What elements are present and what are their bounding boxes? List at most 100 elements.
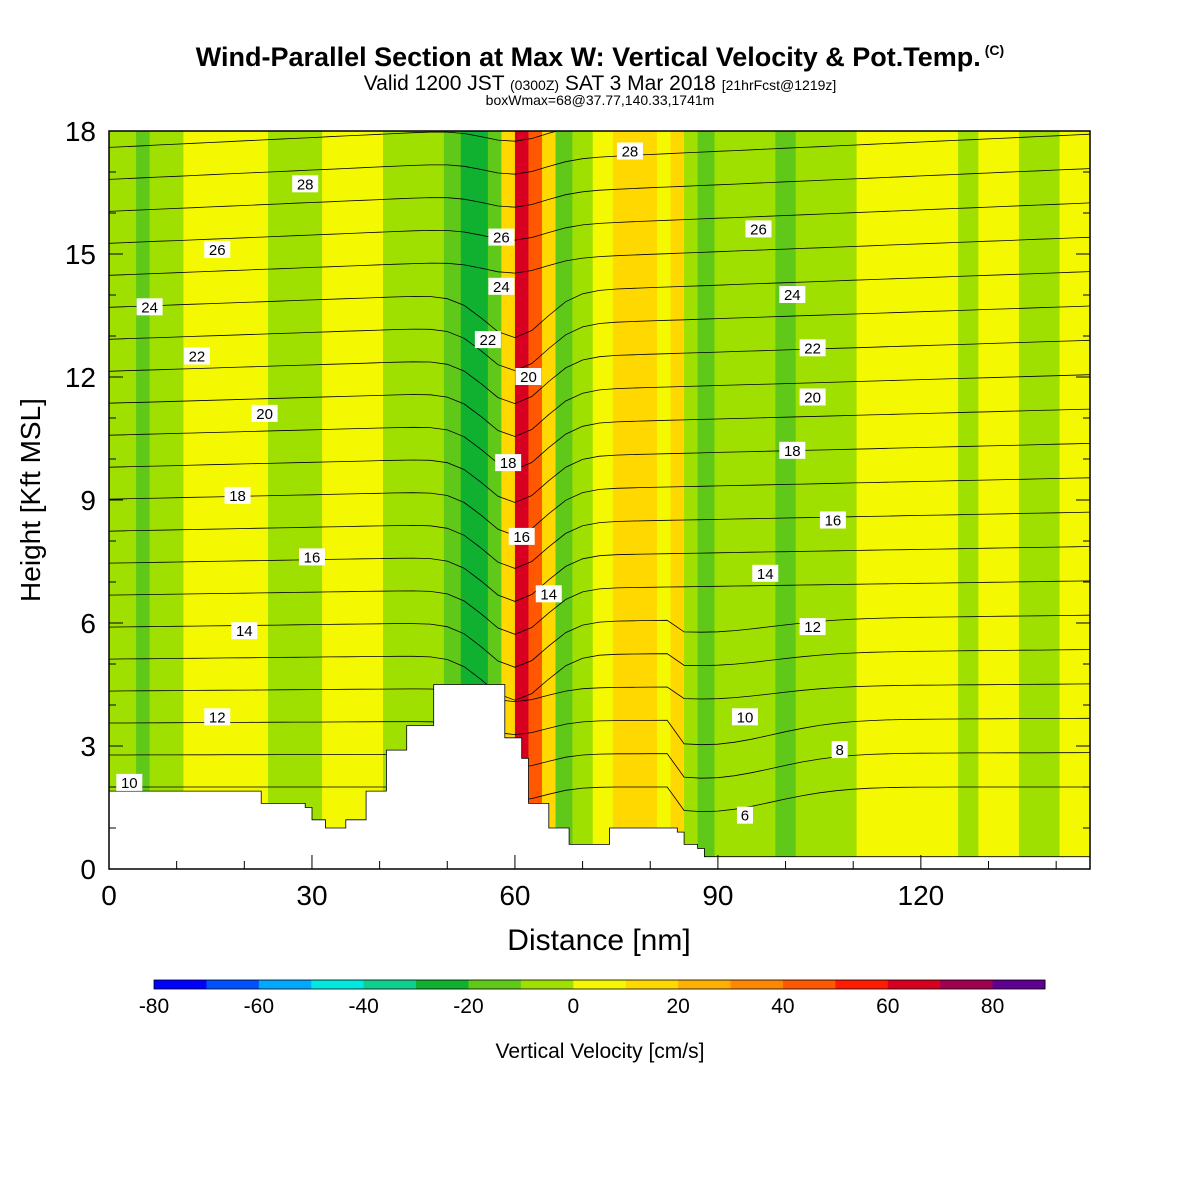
theta-contour-line [109,717,1090,746]
colorbar-tick-label: 40 [771,995,794,1018]
contour-label-bg [736,806,753,824]
contour-label-text: 20 [804,390,821,407]
potential-temperature-contours [109,131,1090,813]
colorbar-swatch [258,980,312,989]
y-tick-label: 6 [80,608,96,639]
contour-label-bg [224,486,251,504]
velocity-column [856,131,878,869]
velocity-column [629,131,645,869]
theta-contour-line [109,786,1090,813]
colorbar-swatch [311,980,365,989]
vertical-velocity-field [109,131,1090,869]
velocity-column [403,131,425,869]
velocity-column [917,131,939,869]
colorbar: -80 -60 -40 -20 0 20 40 60 80 [139,979,1046,1018]
velocity-column [1018,131,1040,869]
velocity-column [734,131,756,869]
velocity-column [149,131,168,869]
contour-label-bg [752,564,779,582]
colorbar-swatch [520,980,574,989]
colorbar-swatch [678,980,732,989]
colorbar-swatch [730,980,784,989]
velocity-column [572,131,594,869]
velocity-column [697,131,716,869]
contour-label: 20 [515,368,542,386]
x-axis-label: Distance [nm] [507,924,690,957]
velocity-column [322,131,344,869]
contour-label: 26 [488,228,515,247]
velocity-column [775,131,797,869]
contour-label: 26 [745,220,772,238]
contour-label-bg [616,142,643,160]
valid-time-utc: (0300Z) [510,77,560,93]
contour-label-text: 6 [741,808,749,825]
contour-label-bg [819,511,846,529]
colorbar-swatch [992,980,1046,989]
colorbar-tick-label: -20 [453,995,483,1018]
contour-label-bg [136,298,163,316]
x-tick-label: 60 [499,880,530,911]
contour-label-text: 8 [836,742,844,759]
colorbar-swatch [887,980,941,989]
chart-subtitle: Valid 1200 JST (0300Z) SAT 3 Mar 2018 [2… [0,72,1200,96]
theta-contour-line [109,614,1090,668]
contour-label-bg [731,708,758,726]
contour-label-text: 12 [804,619,821,636]
x-tick-label: 90 [702,880,733,911]
contour-label: 18 [779,441,806,460]
x-tick-label: 0 [101,880,117,911]
contour-label-text: 18 [500,455,517,472]
theta-contour-line [109,339,1090,405]
colorbar-swatch [940,980,994,989]
contour-label: 10 [116,773,143,792]
velocity-column [592,131,614,869]
contour-label-text: 16 [825,513,842,530]
valid-time: Valid 1200 JST [363,72,505,95]
contour-label: 8 [831,741,848,759]
contour-label-bg [745,220,772,238]
velocity-column [183,131,201,869]
contour-label: 18 [224,486,251,505]
velocity-column [288,131,306,869]
contour-label-text: 10 [121,775,138,792]
theta-contour-line [109,752,1090,779]
colorbar-label: Vertical Velocity [cm/s] [496,1040,705,1063]
contour-label: 14 [535,585,562,603]
contour-label-text: 24 [784,287,801,304]
y-tick-label: 0 [80,854,96,885]
contour-label-text: 14 [757,566,774,583]
contour-label-text: 22 [189,349,206,366]
y-axis: 0 3 6 9 12 15 18 [65,116,1090,885]
contour-label-text: 18 [784,443,801,460]
contour-label-bg [508,527,535,545]
contour-label-text: 22 [480,332,497,349]
velocity-column [305,131,323,869]
colorbar-swatch [573,980,627,989]
velocity-column [166,131,185,869]
contour-label-bg [799,388,826,406]
colorbar-tick-label: 60 [876,995,899,1018]
contour-label-text: 12 [209,709,226,726]
contour-label: 18 [495,454,522,472]
theta-contour-line [109,477,1090,536]
contour-label: 24 [779,286,806,304]
contour-label-bg [231,622,258,640]
contour-label-bg [779,441,806,459]
velocity-column [383,131,404,869]
contour-label-text: 16 [513,529,530,546]
contour-label-bg [183,347,210,365]
velocity-column [136,131,151,869]
velocity-column [876,131,898,869]
theta-contour-line [109,236,1090,276]
colorbar-tick-label: 80 [981,995,1004,1018]
contour-label: 28 [616,142,643,161]
theta-contour-line [109,683,1090,703]
contour-label: 16 [508,527,535,546]
contour-label-bg [251,404,278,422]
velocity-column [998,131,1020,869]
title-suffix: (C) [984,42,1005,58]
contour-label-bg [535,585,562,603]
velocity-column [836,131,858,869]
contour-label-bg [779,286,806,303]
